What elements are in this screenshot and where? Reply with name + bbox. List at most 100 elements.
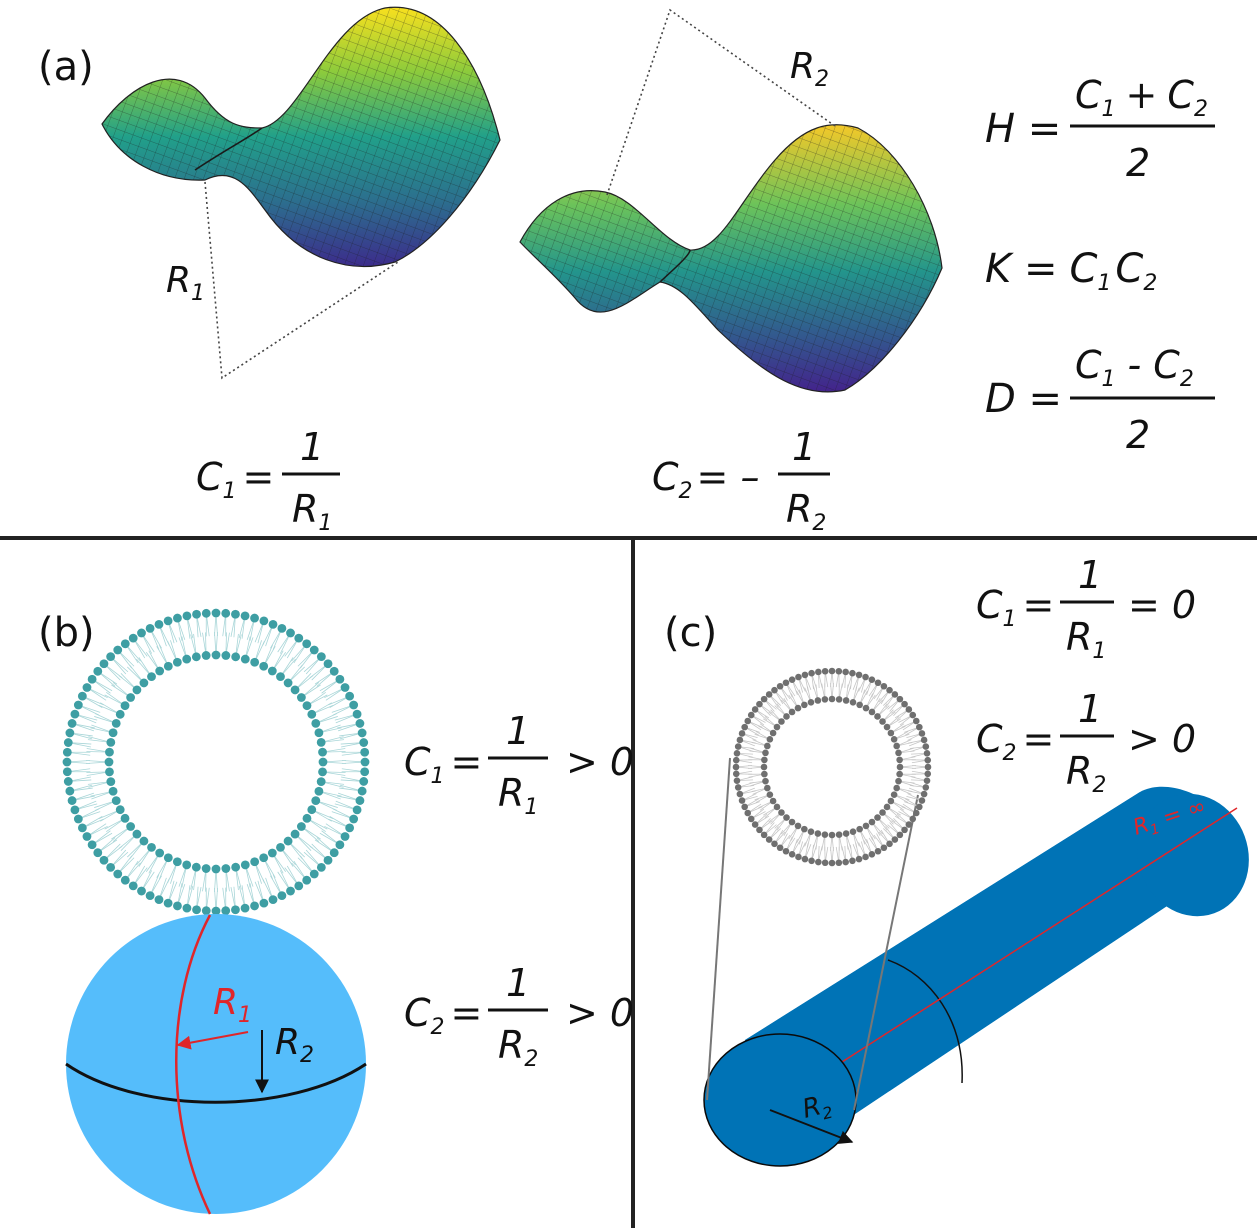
- lipid-head: [814, 697, 822, 704]
- lipid-head: [734, 784, 742, 791]
- lipid-head: [782, 679, 790, 687]
- lipid-head: [316, 737, 326, 747]
- lipid-head: [268, 619, 278, 629]
- lipid-head: [849, 699, 857, 706]
- lipid-head: [842, 697, 850, 704]
- lipid-head: [807, 699, 815, 706]
- lipid-head: [842, 668, 849, 676]
- lipid-vesicle: [62, 608, 370, 916]
- lipid-head: [231, 905, 240, 915]
- lipid-head: [192, 609, 201, 619]
- lipid-head: [201, 608, 211, 618]
- lipid-head: [794, 822, 802, 830]
- lipid-head: [762, 749, 769, 757]
- lipid-head: [155, 666, 165, 676]
- lipid-head: [73, 814, 83, 824]
- lipid-head: [105, 747, 114, 757]
- lipid-head: [67, 719, 77, 728]
- lipid-head: [732, 770, 740, 778]
- eq-a-c1: C1 = 1 R1: [196, 425, 340, 536]
- svg-text:1: 1: [1078, 553, 1102, 597]
- lipid-head: [769, 797, 777, 805]
- lipid-head: [154, 895, 164, 905]
- lipid-head: [842, 858, 849, 866]
- lipid-head: [764, 784, 771, 792]
- lipid-head: [211, 906, 221, 916]
- lipid-head: [307, 805, 317, 815]
- lipid-head: [879, 718, 886, 725]
- lipid-head: [211, 650, 221, 660]
- lipid-head: [760, 831, 768, 839]
- lipid-head: [769, 729, 777, 737]
- lipid-head: [240, 860, 250, 870]
- lipid-head: [807, 828, 815, 835]
- lipid-head: [766, 791, 774, 798]
- lipid-head: [856, 825, 863, 833]
- lipid-head: [290, 685, 300, 695]
- lipid-head: [267, 848, 277, 858]
- lipid-head: [145, 891, 155, 901]
- lipid-head: [835, 696, 843, 703]
- lipid-head: [314, 728, 324, 738]
- lipid-head: [99, 855, 109, 865]
- lipid-head: [128, 633, 138, 643]
- r1-dotted-guide: [204, 181, 399, 380]
- lipid-head: [113, 869, 123, 879]
- lipid-head: [924, 756, 932, 764]
- lipid-head: [815, 668, 822, 676]
- lipid-head: [231, 609, 240, 619]
- lipid-head: [893, 784, 900, 792]
- lipid-head: [916, 723, 923, 731]
- lipid-head: [849, 669, 856, 677]
- lipid-head: [323, 855, 333, 865]
- panel-b-label: (b): [38, 610, 95, 656]
- lipid-head: [896, 831, 904, 839]
- lipid-head: [736, 790, 744, 798]
- lipid-head: [137, 886, 146, 896]
- lipid-head: [773, 803, 781, 811]
- svg-text:R1: R1: [1066, 615, 1106, 664]
- lipid-head: [87, 674, 97, 684]
- projection-line-left: [706, 757, 731, 1101]
- lipid-head: [360, 757, 370, 767]
- lipid-head: [323, 659, 333, 669]
- lipid-head: [335, 674, 345, 684]
- lipid-head: [250, 857, 260, 867]
- lipid-head: [82, 683, 92, 692]
- lipid-head: [874, 847, 882, 855]
- r2-dotted-guide: [606, 8, 836, 196]
- lipid-head: [359, 738, 369, 747]
- svg-text:1: 1: [300, 425, 324, 469]
- lipid-head: [250, 657, 260, 667]
- lipid-head: [240, 611, 250, 621]
- lipid-head: [221, 906, 231, 916]
- lipid-head: [352, 709, 362, 719]
- svg-text:C2= –: C2 = –: [652, 455, 759, 504]
- svg-text:R2: R2: [786, 487, 826, 536]
- sphere-vertical-arc: [175, 914, 212, 1215]
- lipid-head: [874, 679, 882, 687]
- lipid-head: [132, 685, 142, 695]
- lipid-head: [163, 898, 173, 908]
- lipid-head: [115, 709, 125, 719]
- svg-text:C1=: C1 =: [196, 455, 274, 504]
- lipid-head: [108, 728, 118, 738]
- lipid-head: [821, 831, 829, 838]
- lipid-head: [756, 700, 763, 708]
- lipid-head: [276, 842, 285, 852]
- lipid-head: [738, 797, 746, 804]
- r2-label: R2: [790, 46, 829, 92]
- lipid-head: [893, 742, 900, 750]
- lipid-head: [765, 836, 773, 843]
- lipid-head: [868, 818, 876, 826]
- cylinder-r2-arrow: [769, 1109, 854, 1144]
- lipid-head: [192, 905, 201, 915]
- lipid-head: [120, 701, 130, 711]
- lipid-head: [909, 711, 917, 719]
- svg-text:> 0: > 0: [566, 991, 634, 1035]
- lipid-head: [231, 652, 241, 662]
- lipid-head: [70, 709, 80, 719]
- lipid-head: [760, 763, 768, 771]
- lipid-head: [201, 906, 211, 916]
